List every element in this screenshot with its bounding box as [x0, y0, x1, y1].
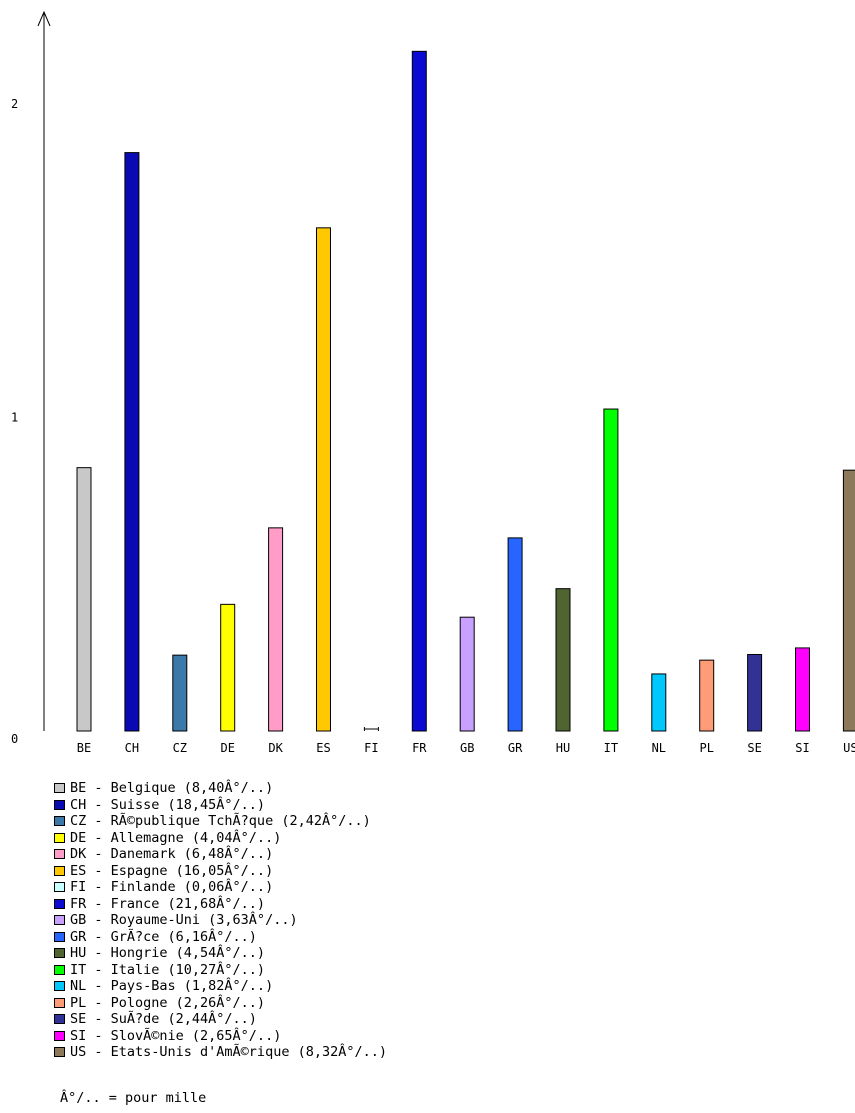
legend-swatch — [54, 783, 65, 794]
legend-label: NL - Pays-Bas (1,82Â°/..) — [70, 978, 274, 995]
legend-label: US - Etats-Unis d'AmÃ©rique (8,32Â°/..) — [70, 1044, 387, 1061]
x-tick-label: DE — [220, 741, 234, 755]
x-tick-label: SI — [795, 741, 809, 755]
legend-swatch — [54, 865, 65, 876]
legend-label: SE - SuÃ?de (2,44Â°/..) — [70, 1011, 257, 1028]
legend-swatch — [54, 849, 65, 860]
legend: BE - Belgique (8,40Â°/..) CH - Suisse (18… — [54, 780, 387, 1061]
legend-swatch — [54, 997, 65, 1008]
y-tick-label: 1 — [11, 411, 18, 425]
legend-item: HU - Hongrie (4,54Â°/..) — [54, 945, 387, 962]
y-tick-label: 0 — [11, 732, 18, 746]
bar-chart: 0 1 2 BE CH CZ DE DK ES FI FR GB GR HU IT NL PL SE SI US — [11, 10, 855, 755]
legend-swatch — [54, 1047, 65, 1058]
bar-fr — [411, 50, 427, 732]
legend-label: FI - Finlande (0,06Â°/..) — [70, 879, 274, 896]
bar-gb — [459, 616, 475, 732]
legend-swatch — [54, 948, 65, 959]
bar-it — [603, 408, 619, 732]
legend-swatch — [54, 931, 65, 942]
legend-label: DE - Allemagne (4,04Â°/..) — [70, 829, 282, 846]
legend-label: CZ - RÃ©publique TchÃ?que (2,42Â°/..) — [70, 813, 371, 830]
legend-item: ES - Espagne (16,05Â°/..) — [54, 863, 387, 880]
legend-swatch — [54, 915, 65, 926]
legend-label: ES - Espagne (16,05Â°/..) — [70, 862, 274, 879]
legend-item: NL - Pays-Bas (1,82Â°/..) — [54, 978, 387, 995]
legend-item: PL - Pologne (2,26Â°/..) — [54, 995, 387, 1012]
bar-es — [316, 227, 331, 732]
legend-swatch — [54, 832, 65, 843]
legend-label: IT - Italie (10,27Â°/..) — [70, 961, 266, 978]
x-tick-label: FI — [364, 741, 378, 755]
y-axis-arrow-icon — [37, 10, 51, 27]
x-tick-label: CH — [125, 741, 139, 755]
legend-item: SE - SuÃ?de (2,44Â°/..) — [54, 1011, 387, 1028]
legend-label: BE - Belgique (8,40Â°/..) — [70, 780, 274, 797]
legend-label: SI - SlovÃ©nie (2,65Â°/..) — [70, 1027, 282, 1044]
bar-be — [76, 467, 92, 732]
legend-item: FR - France (21,68Â°/..) — [54, 896, 387, 913]
legend-label: GB - Royaume-Uni (3,63Â°/..) — [70, 912, 298, 929]
x-tick-label: FR — [412, 741, 427, 755]
x-tick-label: PL — [699, 741, 713, 755]
legend-swatch — [54, 882, 65, 893]
legend-item: DK - Danemark (6,48Â°/..) — [54, 846, 387, 863]
footnote: Â°/.. = pour mille — [60, 1090, 207, 1106]
bar-hu — [555, 588, 571, 732]
legend-item: BE - Belgique (8,40Â°/..) — [54, 780, 387, 797]
legend-item: US - Etats-Unis d'AmÃ©rique (8,32Â°/..) — [54, 1044, 387, 1061]
bar-pl — [699, 659, 715, 732]
legend-label: DK - Danemark (6,48Â°/..) — [70, 846, 274, 863]
legend-item: IT - Italie (10,27Â°/..) — [54, 962, 387, 979]
bar-fi — [363, 727, 379, 731]
x-tick-label: BE — [77, 741, 91, 755]
bar-gr — [507, 537, 523, 732]
legend-swatch — [54, 964, 65, 975]
legend-item: SI - SlovÃ©nie (2,65Â°/..) — [54, 1028, 387, 1045]
bar-se — [747, 654, 763, 732]
x-tick-label: ES — [316, 741, 330, 755]
bar-us — [842, 469, 855, 732]
x-tick-label: US — [843, 741, 855, 755]
legend-label: CH - Suisse (18,45Â°/..) — [70, 796, 266, 813]
x-tick-label: HU — [556, 741, 570, 755]
x-tick-label: IT — [604, 741, 618, 755]
bar-ch — [124, 152, 140, 732]
legend-swatch — [54, 981, 65, 992]
legend-item: GR - GrÃ?ce (6,16Â°/..) — [54, 929, 387, 946]
legend-item: FI - Finlande (0,06Â°/..) — [54, 879, 387, 896]
legend-item: CH - Suisse (18,45Â°/..) — [54, 797, 387, 814]
bar-dk — [268, 527, 284, 732]
legend-label: FR - France (21,68Â°/..) — [70, 895, 266, 912]
x-tick-label: GR — [508, 741, 523, 755]
x-tick-label: NL — [652, 741, 666, 755]
x-tick-label: SE — [747, 741, 761, 755]
legend-swatch — [54, 799, 65, 810]
legend-swatch — [54, 1014, 65, 1025]
legend-item: CZ - RÃ©publique TchÃ?que (2,42Â°/..) — [54, 813, 387, 830]
legend-label: GR - GrÃ?ce (6,16Â°/..) — [70, 928, 257, 945]
bar-nl — [651, 673, 667, 732]
legend-swatch — [54, 1030, 65, 1041]
x-tick-label: DK — [268, 741, 283, 755]
y-tick-label: 2 — [11, 97, 18, 111]
bar-si — [795, 647, 810, 732]
x-tick-label: CZ — [173, 741, 187, 755]
legend-swatch — [54, 816, 65, 827]
legend-label: PL - Pologne (2,26Â°/..) — [70, 994, 266, 1011]
x-tick-label: GB — [460, 741, 474, 755]
legend-item: DE - Allemagne (4,04Â°/..) — [54, 830, 387, 847]
legend-swatch — [54, 898, 65, 909]
bar-cz — [172, 654, 188, 732]
legend-label: HU - Hongrie (4,54Â°/..) — [70, 945, 266, 962]
legend-item: GB - Royaume-Uni (3,63Â°/..) — [54, 912, 387, 929]
bar-de — [220, 603, 236, 732]
